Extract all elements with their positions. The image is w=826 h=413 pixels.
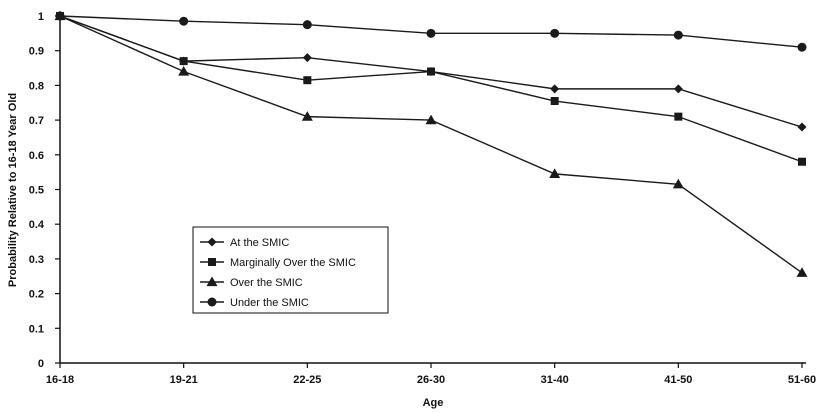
legend-item: Over the SMIC <box>200 276 303 289</box>
series-line <box>59 15 803 274</box>
data-point-triangle <box>672 178 684 189</box>
legend: At the SMIC Marginally Over the SMIC Over … <box>192 226 389 314</box>
x-axis-ticks: 16-18 19-21 22-25 26-30 31-40 41-50 51-60 <box>46 363 816 386</box>
x-tick-label: 41-50 <box>664 374 692 386</box>
data-point-circle <box>797 42 807 52</box>
data-point-triangle <box>549 168 561 179</box>
data-point-diamond <box>673 84 683 94</box>
legend-label: Under the SMIC <box>230 297 309 309</box>
y-tick-label: 0.4 <box>29 219 45 231</box>
series-triangle <box>54 10 808 277</box>
series-line <box>59 15 803 163</box>
legend-item: At the SMIC <box>200 237 289 249</box>
data-point-square <box>674 112 683 121</box>
legend-marker-triangle <box>206 276 218 287</box>
y-axis-ticks: 0 0.1 0.2 0.3 0.4 0.5 0.6 0.7 0.8 0.9 1 <box>29 11 60 370</box>
y-tick-label: 0.9 <box>29 46 44 58</box>
y-tick-label: 1 <box>38 11 44 23</box>
x-axis-title: Age <box>423 397 444 409</box>
x-tick-label: 22-25 <box>293 374 321 386</box>
data-point-diamond <box>797 122 807 132</box>
data-point-circle <box>302 20 312 30</box>
x-tick-label: 16-18 <box>46 374 74 386</box>
x-tick-label: 31-40 <box>541 374 569 386</box>
legend-item: Under the SMIC <box>200 297 309 309</box>
x-tick-label: 19-21 <box>170 374 198 386</box>
y-tick-label: 0.7 <box>29 115 44 127</box>
data-point-square <box>427 67 435 76</box>
data-point-square <box>179 57 188 66</box>
data-point-circle <box>179 16 189 26</box>
data-point-circle <box>426 28 436 38</box>
data-point-triangle <box>425 114 437 125</box>
data-point-diamond <box>302 53 312 63</box>
y-tick-label: 0.8 <box>29 80 44 92</box>
y-tick-label: 0.3 <box>29 254 44 266</box>
legend-marker-circle <box>207 297 217 307</box>
x-tick-label: 51-60 <box>788 374 816 386</box>
y-tick-label: 0 <box>38 358 44 370</box>
data-point-circle <box>673 30 683 40</box>
legend-item: Marginally Over the SMIC <box>200 257 356 269</box>
legend-label: Marginally Over the SMIC <box>230 257 356 269</box>
data-point-circle <box>55 11 65 21</box>
legend-marker-diamond <box>207 237 217 247</box>
data-point-triangle <box>178 66 190 76</box>
y-tick-label: 0.6 <box>29 150 44 162</box>
data-point-triangle <box>301 111 313 121</box>
x-tick-label: 26-30 <box>417 374 445 386</box>
series-layer <box>54 10 808 277</box>
y-tick-label: 0.1 <box>29 323 44 335</box>
legend-marker-square <box>208 258 216 266</box>
y-tick-label: 0.2 <box>29 289 44 301</box>
data-point-square <box>550 97 559 106</box>
data-point-square <box>798 157 806 166</box>
data-point-diamond <box>550 84 560 94</box>
data-point-circle <box>550 28 560 38</box>
y-tick-label: 0.5 <box>29 185 44 197</box>
legend-box <box>192 226 389 314</box>
data-point-square <box>303 76 312 85</box>
data-point-triangle <box>796 267 808 277</box>
series-circle <box>55 11 807 52</box>
legend-label: At the SMIC <box>230 237 289 249</box>
legend-label: Over the SMIC <box>230 277 303 289</box>
y-axis-title: Probability Relative to 16-18 Year Old <box>7 93 19 287</box>
